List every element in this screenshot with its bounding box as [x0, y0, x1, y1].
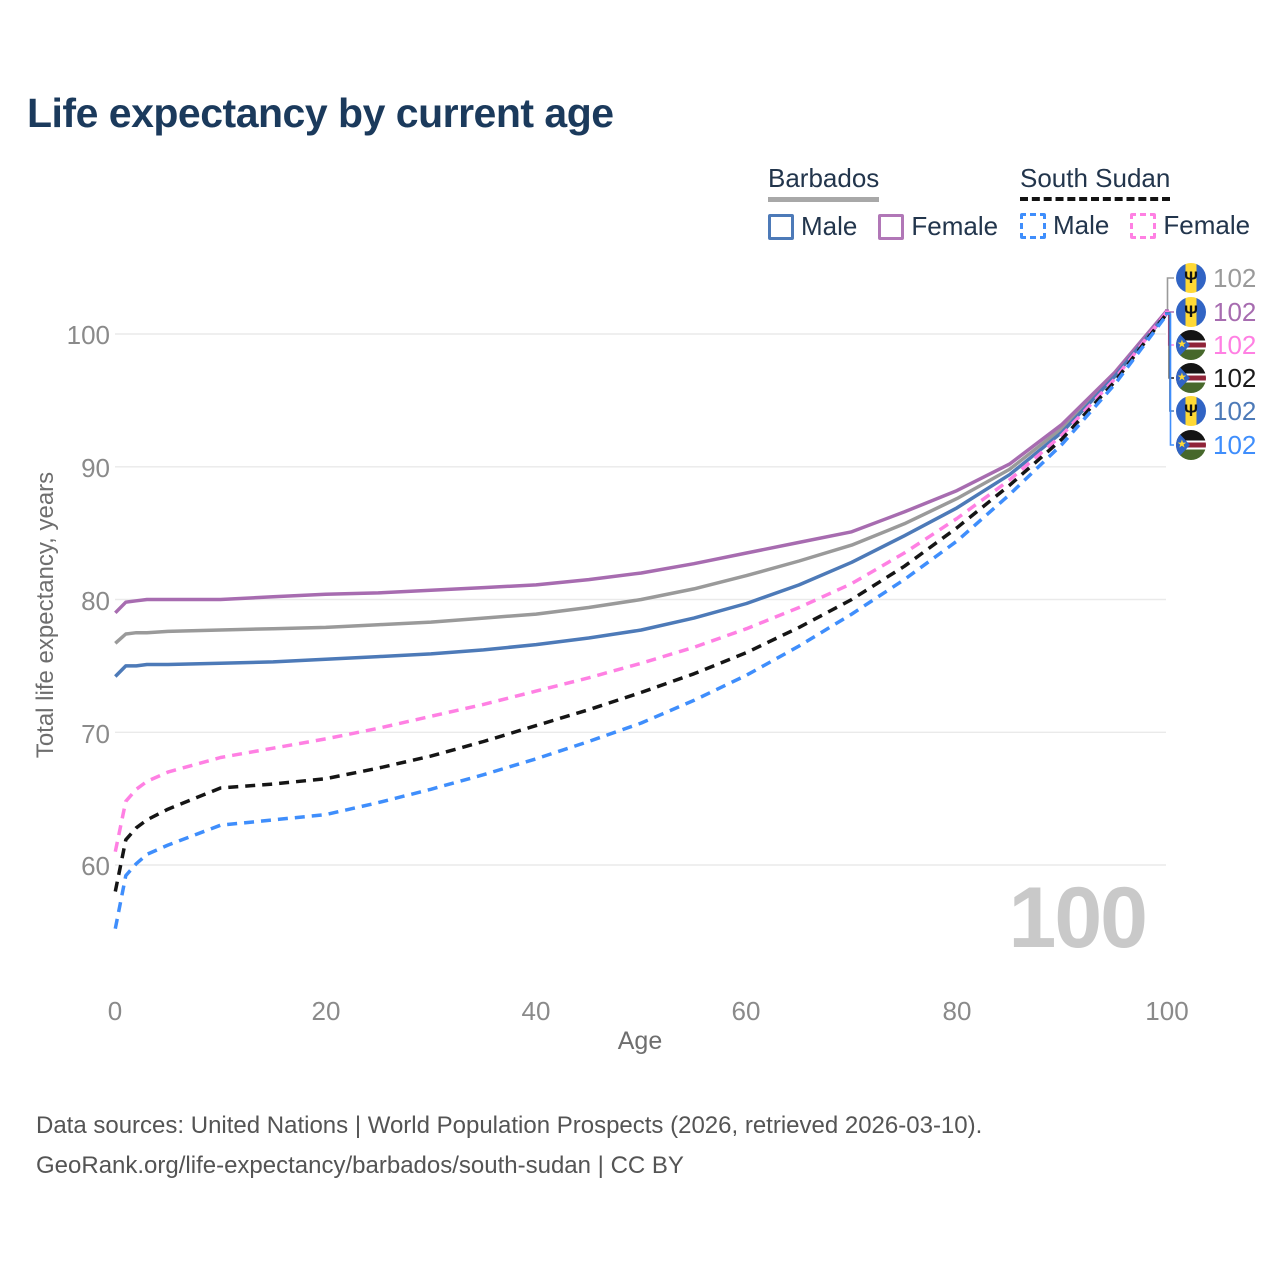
footer: Data sources: United Nations | World Pop…: [36, 1106, 982, 1186]
leader-line: [1165, 277, 1174, 313]
legend-label: Male: [801, 211, 858, 241]
age-counter-watermark: 100: [1008, 870, 1149, 966]
end-label-south-sudan-female: ★ 102: [1176, 330, 1256, 360]
x-tick-80: 80: [942, 996, 972, 1026]
south-sudan-flag-icon: ★: [1176, 430, 1206, 460]
checkbox-south-sudan-male[interactable]: [1020, 212, 1046, 239]
x-tick-0: 0: [107, 996, 123, 1026]
leader-line: [1165, 313, 1174, 446]
series-line-ss_total: [113, 311, 1169, 892]
x-tick-100: 100: [1145, 996, 1189, 1026]
end-value: 102: [1213, 297, 1257, 327]
trident-glyph: Ψ: [1184, 301, 1198, 321]
legend-group-south-sudan: South Sudan Male Female: [1020, 163, 1271, 241]
legend-label: Female: [911, 211, 999, 241]
y-tick-70: 70: [81, 719, 110, 749]
checkbox-barbados-female[interactable]: [878, 213, 905, 240]
y-tick-100: 100: [66, 320, 110, 350]
trident-glyph: Ψ: [1184, 400, 1198, 420]
x-tick-20: 20: [311, 996, 341, 1026]
legend-label: Female: [1163, 210, 1251, 240]
barbados-flag-icon: Ψ: [1176, 396, 1206, 426]
legend-item-south-sudan-male[interactable]: Male: [1020, 210, 1109, 241]
y-axis-title: Total life expectancy, years: [32, 471, 59, 759]
series-line-bb_total: [114, 310, 1169, 645]
x-tick-40: 40: [521, 996, 551, 1026]
series-line-bb_male: [114, 311, 1169, 678]
legend-label: Male: [1053, 210, 1110, 240]
end-value: 102: [1213, 430, 1257, 460]
page-title: Life expectancy by current age: [27, 90, 614, 136]
x-axis-title: Age: [617, 1027, 663, 1055]
star-glyph: ★: [1177, 338, 1187, 351]
end-value: 102: [1213, 263, 1257, 293]
star-glyph: ★: [1177, 438, 1187, 451]
attribution-line: GeoRank.org/life-expectancy/barbados/sou…: [36, 1152, 684, 1179]
series-line-ss_male: [113, 313, 1169, 930]
y-tick-80: 80: [81, 586, 110, 616]
series-line-bb_female: [114, 308, 1169, 615]
barbados-flag-icon: Ψ: [1176, 263, 1206, 293]
legend-row-south-sudan: Male Female: [1020, 210, 1271, 241]
legend-country-south-sudan[interactable]: South Sudan: [1020, 163, 1171, 201]
leader-line: [1165, 311, 1174, 412]
end-value: 102: [1213, 330, 1257, 360]
end-value: 102: [1213, 396, 1257, 426]
legend-group-barbados: Barbados Male Female: [768, 163, 1019, 242]
end-label-barbados-total: Ψ 102: [1176, 263, 1256, 293]
y-tick-60: 60: [81, 851, 110, 881]
legend-row-barbados: Male Female: [768, 211, 1019, 242]
series-line-ss_female: [113, 310, 1169, 853]
end-label-south-sudan-male: ★ 102: [1176, 430, 1256, 460]
checkbox-south-sudan-female[interactable]: [1130, 212, 1157, 239]
x-tick-60: 60: [731, 996, 761, 1026]
south-sudan-flag-icon: ★: [1176, 363, 1206, 393]
legend-item-south-sudan-female[interactable]: Female: [1130, 210, 1250, 241]
legend-item-barbados-male[interactable]: Male: [768, 211, 857, 242]
end-value: 102: [1213, 363, 1257, 393]
end-label-barbados-female: Ψ 102: [1176, 297, 1256, 327]
data-sources-line: Data sources: United Nations | World Pop…: [36, 1112, 983, 1139]
south-sudan-flag-icon: ★: [1176, 330, 1206, 360]
star-glyph: ★: [1177, 371, 1187, 384]
end-label-barbados-male: Ψ 102: [1176, 396, 1256, 426]
end-label-south-sudan-total: ★ 102: [1176, 363, 1256, 393]
legend-country-barbados[interactable]: Barbados: [768, 163, 880, 202]
checkbox-barbados-male[interactable]: [768, 213, 794, 240]
barbados-flag-icon: Ψ: [1176, 297, 1206, 327]
y-tick-90: 90: [81, 453, 110, 483]
legend-item-barbados-female[interactable]: Female: [878, 211, 998, 242]
trident-glyph: Ψ: [1184, 267, 1198, 287]
